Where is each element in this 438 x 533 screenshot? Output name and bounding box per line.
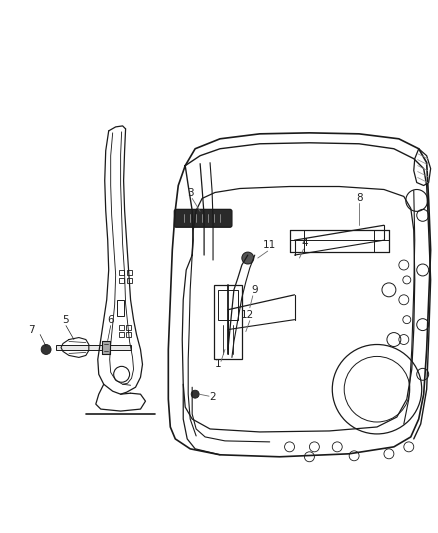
- Circle shape: [242, 252, 254, 264]
- Bar: [119, 332, 124, 336]
- Text: 7: 7: [28, 325, 35, 335]
- Bar: [56, 344, 131, 351]
- Text: 12: 12: [241, 310, 254, 320]
- Text: 5: 5: [63, 314, 69, 325]
- Bar: [117, 300, 124, 316]
- FancyBboxPatch shape: [174, 209, 232, 227]
- Text: 11: 11: [263, 240, 276, 250]
- Circle shape: [191, 390, 199, 398]
- Circle shape: [41, 344, 51, 354]
- Text: 4: 4: [301, 238, 308, 248]
- Bar: [127, 270, 131, 275]
- Text: 9: 9: [251, 285, 258, 295]
- Bar: [102, 341, 110, 354]
- Text: 2: 2: [210, 392, 216, 402]
- Text: 6: 6: [107, 314, 114, 325]
- Text: 3: 3: [187, 189, 194, 198]
- Text: 8: 8: [356, 193, 362, 204]
- Bar: [119, 270, 124, 275]
- Bar: [119, 278, 124, 283]
- Bar: [214, 285, 242, 359]
- Bar: [126, 332, 131, 336]
- Bar: [218, 290, 238, 320]
- Bar: [126, 325, 131, 329]
- Text: 1: 1: [215, 359, 221, 369]
- Bar: [119, 325, 124, 329]
- Bar: [127, 278, 131, 283]
